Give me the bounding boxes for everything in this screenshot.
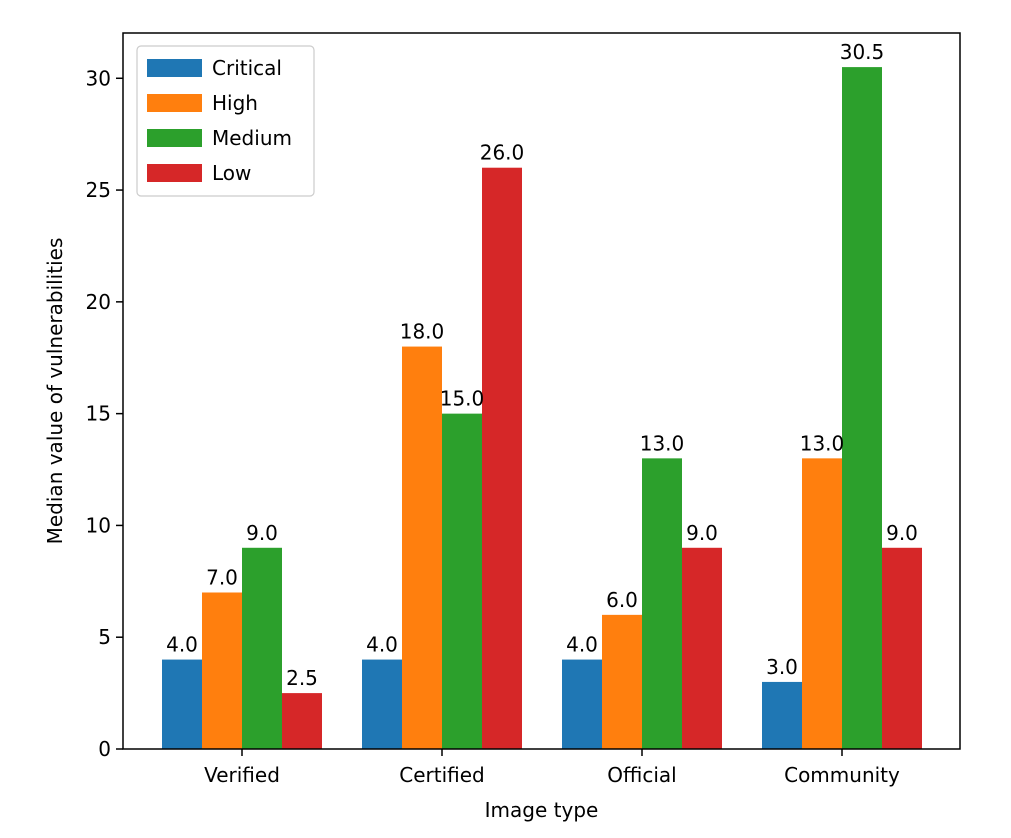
legend-swatch-critical: [147, 59, 202, 77]
legend-label-medium: Medium: [212, 126, 292, 150]
y-tick-label: 5: [98, 625, 111, 649]
bars-layer: [162, 67, 922, 750]
data-label: 9.0: [686, 521, 718, 545]
bar-high-community: [802, 458, 842, 749]
legend-label-low: Low: [212, 161, 251, 185]
legend-swatch-low: [147, 164, 202, 182]
bar-medium-verified: [242, 547, 282, 749]
y-tick-label: 25: [86, 178, 111, 202]
y-tick-label: 30: [86, 66, 111, 90]
data-label: 9.0: [886, 521, 918, 545]
data-label: 4.0: [366, 633, 398, 657]
data-label: 6.0: [606, 588, 638, 612]
data-label: 18.0: [400, 320, 445, 344]
bar-high-verified: [202, 592, 242, 749]
data-label: 4.0: [566, 633, 598, 657]
data-label: 2.5: [286, 666, 318, 690]
x-tick-label: Verified: [204, 763, 280, 787]
y-tick-label: 15: [86, 402, 111, 426]
bar-critical-community: [762, 681, 802, 749]
data-labels-layer: 4.0 4.0 4.0 3.0 7.0 18.0 6.0 13.0 9.0 15.0 13.0 30.…: [166, 40, 918, 690]
x-tick-label: Community: [784, 763, 900, 787]
data-label: 3.0: [766, 655, 798, 679]
legend-label-high: High: [212, 91, 258, 115]
legend-frame: [136, 45, 315, 197]
data-label: 13.0: [800, 431, 845, 455]
bar-medium-official: [642, 458, 682, 749]
plot-frame: [122, 32, 961, 750]
axes-layer: 0 5 10 15 20 25 30 Verified Certified Official Com…: [86, 32, 961, 787]
data-label: 30.5: [840, 40, 885, 64]
legend-swatch-medium: [147, 129, 202, 147]
x-tick-label: Certified: [399, 763, 485, 787]
legend-swatch-high: [147, 94, 202, 112]
x-tick-label: Official: [607, 763, 676, 787]
data-label: 15.0: [440, 387, 485, 411]
legend-label-critical: Critical: [212, 56, 282, 80]
bar-critical-official: [562, 659, 602, 749]
data-label: 26.0: [480, 141, 525, 165]
bar-high-certified: [402, 346, 442, 749]
bar-critical-certified: [362, 659, 402, 749]
legend: Critical High Medium Low: [136, 45, 315, 197]
y-tick-label: 20: [86, 290, 111, 314]
data-label: 4.0: [166, 633, 198, 657]
bar-low-official: [682, 547, 722, 749]
x-axis-label: Image type: [485, 798, 599, 822]
bar-low-verified: [282, 693, 322, 749]
data-label: 9.0: [246, 521, 278, 545]
data-label: 7.0: [206, 565, 238, 589]
y-tick-label: 10: [86, 513, 111, 537]
bar-low-community: [882, 547, 922, 749]
y-axis-label: Median value of vulnerabilities: [43, 238, 67, 545]
bar-critical-verified: [162, 659, 202, 749]
y-tick-label: 0: [98, 737, 111, 761]
data-label: 13.0: [640, 431, 685, 455]
bar-medium-community: [842, 67, 882, 750]
bar-low-certified: [482, 167, 522, 750]
bar-medium-certified: [442, 413, 482, 749]
bar-high-official: [602, 614, 642, 749]
